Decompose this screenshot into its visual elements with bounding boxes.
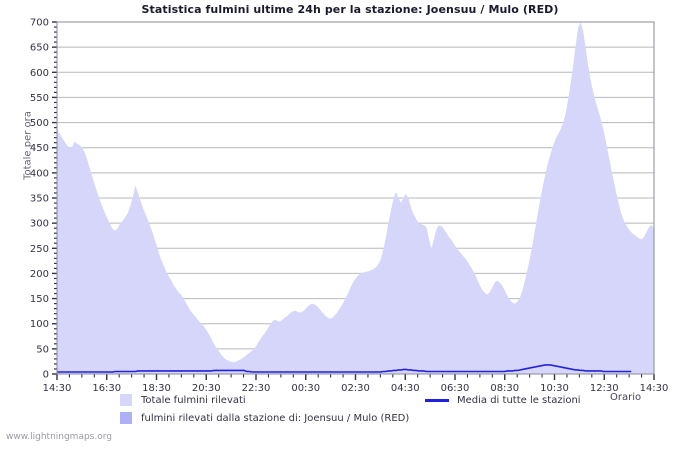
x-axis-ticks: 14:30 16:30 18:30 20:30 22:30 00:30 02:30 04:30… <box>43 374 669 394</box>
svg-text:0: 0 <box>43 370 49 381</box>
svg-text:10:30: 10:30 <box>540 383 569 394</box>
plot-frame <box>56 21 655 375</box>
chart-legend: Totale fulmini rilevati Media di tutte l… <box>0 392 700 432</box>
svg-text:550: 550 <box>30 93 49 104</box>
svg-text:14:30: 14:30 <box>640 383 669 394</box>
chart-title: Statistica fulmini ultime 24h per la sta… <box>141 3 559 16</box>
svg-text:100: 100 <box>30 319 49 330</box>
legend-item-station: fulmini rilevati dalla stazione di: Joen… <box>120 410 409 426</box>
svg-text:650: 650 <box>30 43 49 54</box>
svg-text:14:30: 14:30 <box>43 383 72 394</box>
svg-text:12:30: 12:30 <box>590 383 619 394</box>
svg-text:18:30: 18:30 <box>142 383 171 394</box>
legend-swatch-station <box>120 412 132 424</box>
footer-credit: www.lightningmaps.org <box>6 432 112 442</box>
series-area-total <box>57 22 654 374</box>
svg-text:250: 250 <box>30 244 49 255</box>
svg-text:700: 700 <box>30 18 49 29</box>
legend-item-average: Media di tutte le stazioni <box>425 392 581 408</box>
svg-text:400: 400 <box>30 168 49 179</box>
y-axis-ticks: 0 50 100 150 200 250 300 350 400 450 500 550 600 650 7… <box>30 18 57 381</box>
legend-label-station: fulmini rilevati dalla stazione di: Joen… <box>141 412 410 424</box>
svg-text:02:30: 02:30 <box>341 383 370 394</box>
svg-text:450: 450 <box>30 143 49 154</box>
svg-text:300: 300 <box>30 219 49 230</box>
svg-text:150: 150 <box>30 294 49 305</box>
svg-text:500: 500 <box>30 118 49 129</box>
legend-item-total: Totale fulmini rilevati <box>120 392 246 408</box>
svg-text:00:30: 00:30 <box>291 383 320 394</box>
svg-text:350: 350 <box>30 194 49 205</box>
svg-text:200: 200 <box>30 269 49 280</box>
series-line-average <box>57 364 632 373</box>
legend-label-total: Totale fulmini rilevati <box>141 394 246 406</box>
svg-text:600: 600 <box>30 68 49 79</box>
legend-swatch-total <box>120 394 132 406</box>
svg-text:20:30: 20:30 <box>192 383 221 394</box>
svg-text:08:30: 08:30 <box>490 383 519 394</box>
legend-line-average <box>425 398 449 402</box>
svg-text:50: 50 <box>36 344 49 355</box>
svg-text:06:30: 06:30 <box>441 383 470 394</box>
svg-text:16:30: 16:30 <box>92 383 121 394</box>
svg-text:04:30: 04:30 <box>391 383 420 394</box>
x-axis-label: Orario <box>610 392 642 403</box>
legend-label-average: Media di tutte le stazioni <box>457 394 581 406</box>
svg-text:22:30: 22:30 <box>242 383 271 394</box>
